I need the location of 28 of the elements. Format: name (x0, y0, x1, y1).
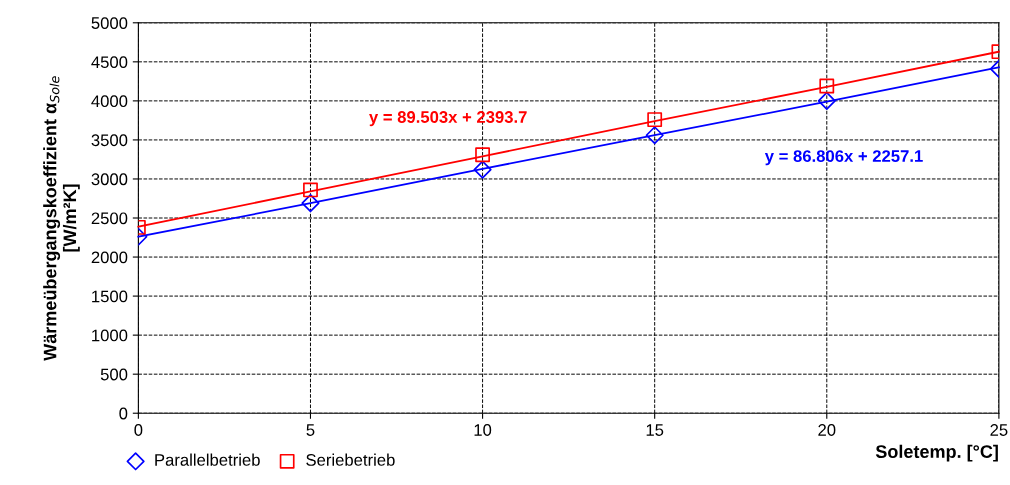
y-tick-label: 0 (119, 407, 128, 420)
x-tick-label: 15 (646, 424, 664, 436)
point (817, 91, 836, 110)
y-tick-label: 2500 (91, 212, 128, 225)
point (475, 147, 491, 163)
x-tick-label: 0 (134, 424, 143, 436)
legend-label: Parallelbetrieb (155, 453, 260, 466)
annotation: y = 89.503x + 2393.7 (369, 111, 527, 127)
y-tick-label: 1000 (92, 329, 128, 342)
point (473, 160, 492, 179)
annotation: y = 86.806x + 2257.1 (764, 150, 923, 166)
x-tick-label: 20 (818, 424, 836, 436)
y-tick-label: 4000 (91, 95, 128, 108)
y-tick-label: 2000 (91, 251, 128, 264)
legend-label: Seriebetrieb (306, 453, 395, 466)
x-axis-title: Soletemp. [°C] (875, 444, 998, 462)
y-tick-label: 4500 (91, 56, 128, 69)
x-tick-label: 5 (306, 424, 315, 436)
y-tick-label: 5000 (91, 17, 128, 29)
text: Wärmeübergangskoeffizient α$_{Sole}$ [W/m²K] (43, 76, 80, 361)
y-tick-label: 1500 (92, 290, 128, 303)
point (647, 112, 663, 128)
x-tick-label: 25 (990, 424, 1008, 436)
y-tick-label: 3000 (91, 173, 128, 186)
y-tick-label: 500 (100, 368, 128, 381)
x-tick-label: 10 (474, 424, 492, 436)
y-tick-label: 3500 (91, 134, 128, 147)
point (645, 126, 664, 145)
